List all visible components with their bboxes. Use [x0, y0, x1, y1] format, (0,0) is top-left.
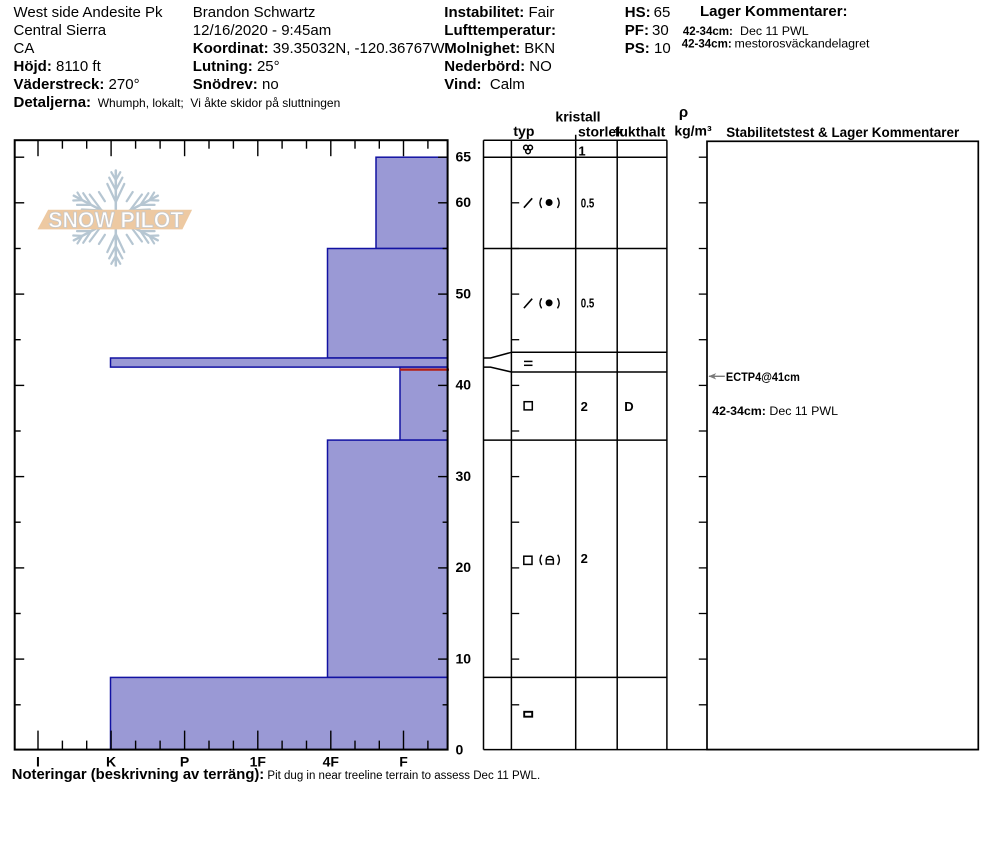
svg-text:20: 20: [456, 559, 472, 575]
svg-text:Väderstreck: 270°: Väderstreck: 270°: [14, 76, 140, 93]
svg-text:42-34cm:mestorosväckandelagret: 42-34cm: mestorosväckandelagret: [682, 36, 870, 50]
svg-text:42-34cm: Dec 11 PWL: 42-34cm: Dec 11 PWL: [712, 404, 838, 418]
svg-text:Lager Kommentarer:: Lager Kommentarer:: [700, 3, 848, 20]
svg-text:0.5: 0.5: [581, 295, 595, 310]
svg-text:HS: 65: HS: 65: [625, 4, 671, 21]
svg-text:Vind: Calm: Vind: Calm: [444, 76, 525, 93]
svg-text:I: I: [36, 753, 40, 769]
svg-text:60: 60: [456, 194, 472, 210]
svg-text:Detaljerna: Whumph, lokalt;: Detaljerna: Whumph, lokalt; Vi åkte skid…: [14, 94, 341, 111]
svg-text:ρ: ρ: [679, 104, 688, 121]
svg-text:Lufttemperatur:: Lufttemperatur:: [444, 22, 556, 39]
svg-text:Snödrev: no: Snödrev: no: [193, 76, 279, 93]
svg-text:kristall: kristall: [555, 109, 600, 125]
svg-text:CA: CA: [14, 40, 35, 57]
svg-text:D: D: [624, 399, 633, 414]
svg-text:fukthalt: fukthalt: [615, 124, 666, 140]
svg-text:0.5: 0.5: [581, 196, 595, 211]
svg-text:K: K: [106, 753, 116, 769]
svg-text:2: 2: [581, 551, 588, 566]
svg-text:42-34cm:Dec 11 PWL: 42-34cm: Dec 11 PWL: [683, 24, 809, 38]
svg-text:10: 10: [456, 650, 472, 666]
svg-text:Höjd: 8110 ft: Höjd: 8110 ft: [14, 58, 102, 75]
svg-text:Nederbörd: NO: Nederbörd: NO: [444, 58, 552, 75]
svg-text:Molnighet: BKN: Molnighet: BKN: [444, 40, 555, 57]
svg-text:Koordinat: 39.35032N, -120.367: Koordinat: 39.35032N, -120.36767W: [193, 40, 446, 57]
svg-text:PF: 30: PF: 30: [625, 22, 669, 39]
svg-text:SNOW PILOT: SNOW PILOT: [48, 207, 184, 232]
svg-text:storlek: storlek: [578, 124, 624, 140]
svg-text:Central Sierra: Central Sierra: [14, 22, 107, 39]
svg-text:Brandon Schwartz: Brandon Schwartz: [193, 4, 316, 21]
svg-text:4F: 4F: [323, 753, 340, 769]
svg-text:Stabilitetstest & Lager Kommen: Stabilitetstest & Lager Kommentarer: [726, 124, 960, 140]
svg-text:ECTP4@41cm: ECTP4@41cm: [726, 372, 800, 384]
svg-text:2: 2: [581, 399, 588, 414]
svg-text:West side Andesite Pk: West side Andesite Pk: [14, 4, 163, 21]
svg-text:0: 0: [456, 742, 464, 758]
svg-text:PS: 10: PS: 10: [625, 40, 671, 57]
svg-text:1F: 1F: [250, 753, 267, 769]
svg-text:typ: typ: [513, 123, 534, 139]
svg-text:30: 30: [456, 468, 472, 484]
svg-text:50: 50: [456, 285, 472, 301]
svg-text:P: P: [180, 753, 189, 769]
svg-text:Noteringar (beskrivning av ter: Noteringar (beskrivning av terräng): Pit…: [12, 767, 540, 783]
svg-text:F: F: [399, 753, 408, 769]
svg-text:12/16/2020 - 9:45am: 12/16/2020 - 9:45am: [193, 22, 331, 39]
svg-text:kg/m³: kg/m³: [674, 122, 712, 138]
svg-text:1: 1: [578, 143, 585, 158]
svg-text:40: 40: [456, 377, 472, 393]
svg-text:Instabilitet: Fair: Instabilitet: Fair: [444, 4, 554, 21]
svg-text:65: 65: [456, 149, 472, 165]
svg-text:Lutning: 25°: Lutning: 25°: [193, 58, 280, 75]
